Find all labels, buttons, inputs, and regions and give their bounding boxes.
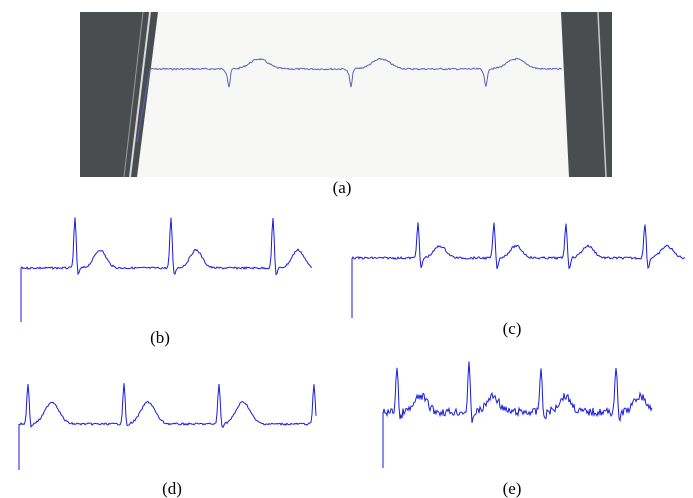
ecg-trace <box>18 383 317 470</box>
panel-label: (a) <box>333 178 352 197</box>
frame-edge <box>123 11 144 178</box>
panel-label: (e) <box>503 479 522 498</box>
frame-edge <box>597 11 607 178</box>
ecg-trace <box>351 222 686 318</box>
photo-panel <box>80 11 612 178</box>
ecg-trace <box>136 57 563 143</box>
frame-edge <box>129 11 151 178</box>
paper-background <box>80 12 612 177</box>
ecg-trace <box>382 361 653 468</box>
ecg-trace <box>20 217 313 322</box>
panel-label: (d) <box>162 479 182 498</box>
panel-label: (b) <box>150 328 170 347</box>
panel-label: (c) <box>503 319 522 338</box>
